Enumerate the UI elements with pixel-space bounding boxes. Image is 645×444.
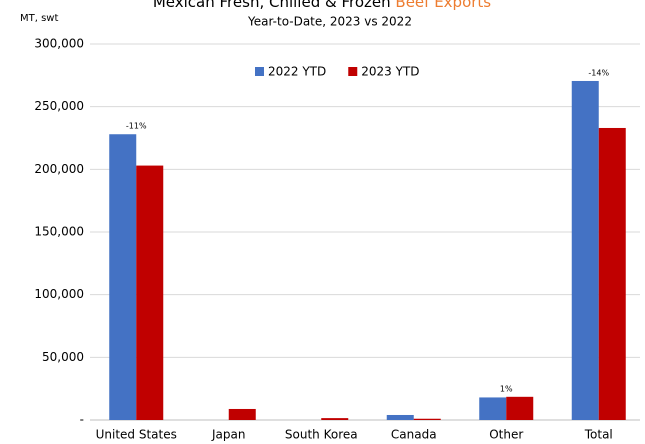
y-tick-label: 150,000 xyxy=(34,225,84,239)
bar xyxy=(598,127,626,421)
annotation: 1% xyxy=(500,384,513,393)
y-tick-label: 50,000 xyxy=(42,350,84,364)
y-axis-label: MT, swt xyxy=(20,13,58,24)
bar xyxy=(571,80,599,421)
x-tick-label: Canada xyxy=(391,428,437,442)
bar xyxy=(386,414,414,420)
bar xyxy=(136,165,164,420)
bar xyxy=(228,408,256,420)
y-tick-label: 200,000 xyxy=(34,162,84,176)
annotation: -14% xyxy=(588,68,609,77)
title-main: Mexican Fresh, Chilled & Frozen xyxy=(153,0,391,11)
annotation: -11% xyxy=(126,122,147,131)
legend-swatch xyxy=(348,67,358,76)
chart-title: Mexican Fresh, Chilled & Frozen Beef Exp… xyxy=(153,0,491,11)
bar xyxy=(413,418,441,420)
x-tick-label: Total xyxy=(584,428,613,442)
x-tick-label: Japan xyxy=(211,428,245,442)
legend-label: 2022 YTD xyxy=(268,65,326,79)
y-tick-label: 100,000 xyxy=(34,287,84,301)
y-tick-label: - xyxy=(80,413,84,427)
legend-label: 2023 YTD xyxy=(361,65,419,79)
y-tick-label: 250,000 xyxy=(34,99,84,113)
bar xyxy=(109,134,137,421)
y-tick-label: 300,000 xyxy=(34,37,84,51)
title-highlight: Beef Exports xyxy=(395,0,491,11)
legend-swatch xyxy=(255,67,264,76)
bar xyxy=(321,418,349,420)
x-tick-label: Other xyxy=(489,428,523,442)
chart-subtitle: Year-to-Date, 2023 vs 2022 xyxy=(247,15,412,29)
x-tick-label: United States xyxy=(96,428,177,442)
x-tick-label: South Korea xyxy=(285,428,358,442)
bar xyxy=(506,396,534,420)
bar xyxy=(479,397,507,420)
